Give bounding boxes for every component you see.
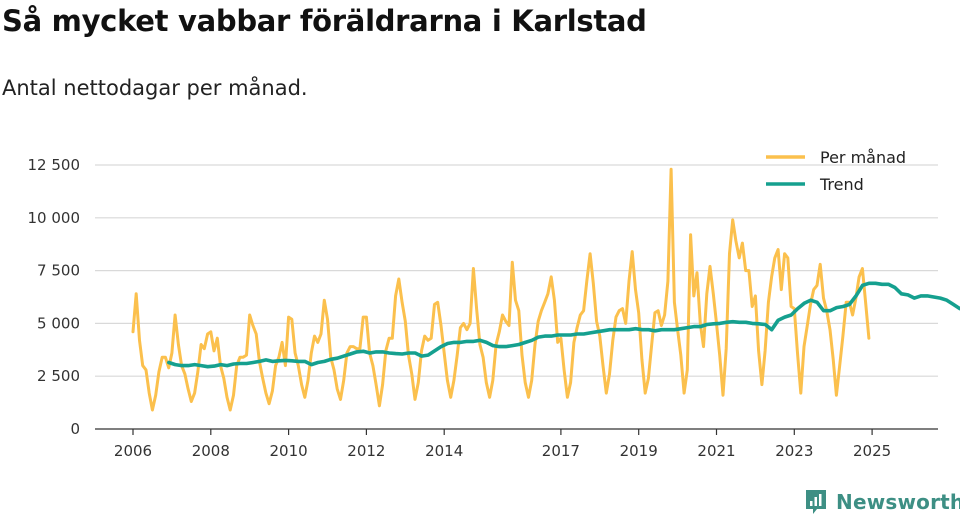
x-tick-label: 2012 <box>347 442 385 460</box>
x-tick-label: 2010 <box>270 442 308 460</box>
legend-label: Trend <box>819 175 864 194</box>
y-tick-label: 0 <box>70 420 80 438</box>
newsworthy-logo-icon <box>806 490 826 514</box>
y-tick-label: 2 500 <box>37 367 80 385</box>
x-tick-label: 2006 <box>114 442 152 460</box>
series-line-trend <box>167 281 960 369</box>
legend-label: Per månad <box>820 148 906 167</box>
x-tick-label: 2021 <box>697 442 735 460</box>
y-tick-label: 12 500 <box>28 156 81 174</box>
y-tick-label: 5 000 <box>37 314 80 332</box>
brand-name: Newsworthy <box>836 490 960 514</box>
legend: Per månad Trend <box>766 148 906 194</box>
series-line-per-manad <box>131 167 871 412</box>
x-tick-label: 2025 <box>853 442 891 460</box>
x-tick-label: 2019 <box>620 442 658 460</box>
x-tick-label: 2008 <box>192 442 230 460</box>
line-chart: 0 2 500 5 000 7 500 10 000 12 500 2006 2008 2010… <box>28 148 960 460</box>
brand-logo[interactable]: Newsworthy <box>804 488 960 516</box>
y-tick-label: 7 500 <box>37 262 80 280</box>
chart-title: Så mycket vabbar föräldrarna i Karlstad <box>2 4 647 38</box>
x-tick-label: 2017 <box>542 442 580 460</box>
axes: 0 2 500 5 000 7 500 10 000 12 500 2006 2008 2010… <box>28 156 938 460</box>
data-series <box>131 167 960 412</box>
x-tick-label: 2014 <box>425 442 463 460</box>
x-tick-label: 2023 <box>775 442 813 460</box>
y-tick-label: 10 000 <box>28 209 81 227</box>
chart-subtitle: Antal nettodagar per månad. <box>2 76 308 100</box>
